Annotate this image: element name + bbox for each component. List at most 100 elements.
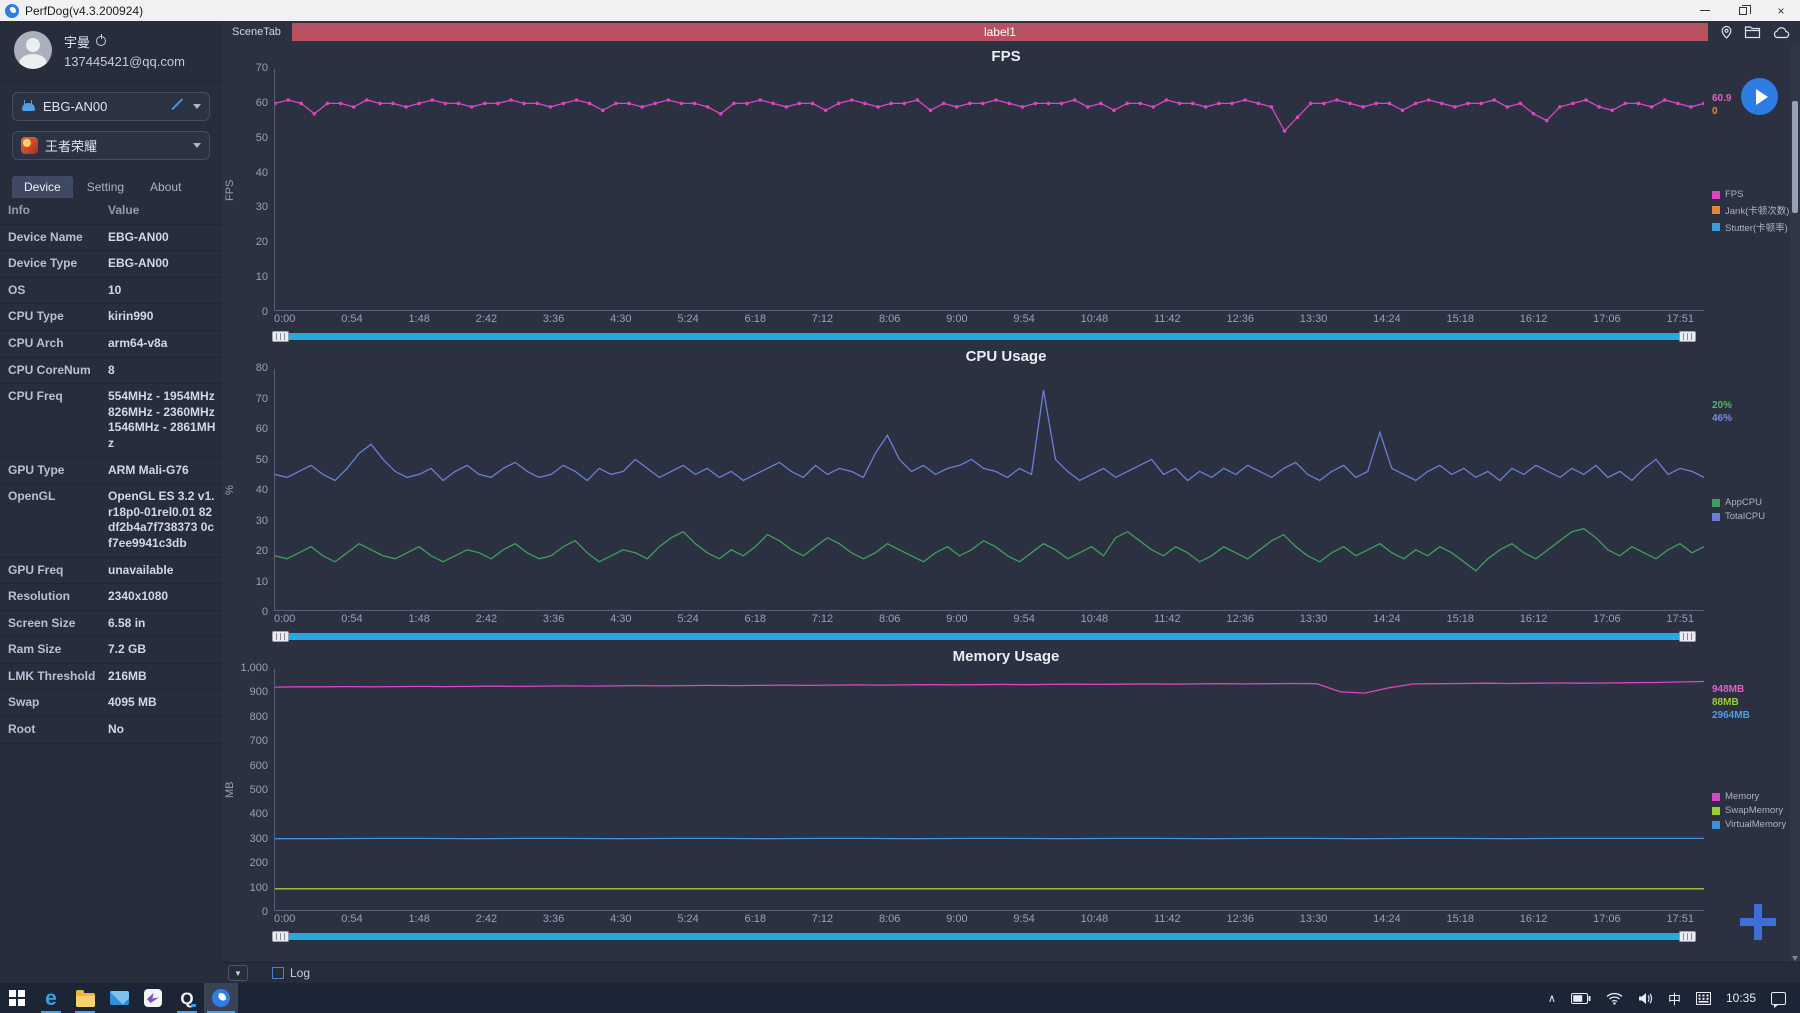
taskbar-perfdog[interactable] [204,983,238,1013]
series-current-value: 2964MB [1712,710,1750,721]
close-button[interactable]: × [1762,0,1800,21]
info-cell: Device Type [8,256,78,271]
taskbar-explorer[interactable] [68,983,102,1013]
time-range-slider[interactable] [272,930,1696,943]
taskbar-edge[interactable]: e [34,983,68,1013]
tab-setting[interactable]: Setting [86,180,125,194]
table-row: CPU Freq 554MHz - 1954MHz 826MHz - 2360MH… [0,384,222,458]
current-values: 948MB 88MB 2964MB [1712,684,1750,721]
slider-handle-right[interactable] [1679,631,1696,642]
y-axis-ticks: 70 60 50 40 30 20 10 0 [238,62,274,318]
value-cell: 2340x1080 [108,589,169,604]
series-appcpu [275,527,1704,572]
tray-expand-icon[interactable]: ∧ [1547,992,1556,1005]
x-tick-label: 9:00 [946,313,968,325]
clock[interactable]: 10:35 [1725,991,1756,1005]
info-cell: Device Name [8,229,83,244]
titlebar: PerfDog(v4.3.200924) × [0,0,1800,21]
info-cell: CPU Arch [8,335,64,350]
minimize-button[interactable] [1686,0,1724,21]
wifi-icon[interactable] [1606,992,1623,1005]
slider-handle-left[interactable] [272,331,289,342]
log-toggle[interactable]: Log [272,966,310,980]
logout-icon[interactable] [96,34,107,46]
x-tick-label: 17:06 [1593,913,1621,925]
touch-keyboard-icon[interactable] [1695,991,1711,1005]
speaker-icon[interactable] [1638,992,1653,1005]
slider-handle-left[interactable] [272,931,289,942]
log-bar: ▼ Log [222,962,1800,983]
start-button[interactable] [0,983,34,1013]
vertical-scrollbar[interactable] [1790,45,1800,964]
table-row: Device Type EBG-AN00 [0,251,222,278]
value-cell: 216MB [108,668,147,683]
chart-title: Memory Usage [952,648,1060,665]
tab-about[interactable]: About [150,180,182,194]
slider-handle-left[interactable] [272,631,289,642]
cpu-plot[interactable] [274,369,1704,611]
slider-track[interactable] [274,933,1694,940]
x-axis-ticks: 0:00 0:54 1:48 2:42 3:36 4:30 5:24 6:18 7:12 8:06… [274,913,1694,928]
y-tick-label: 300 [249,832,268,845]
restore-button[interactable] [1724,0,1762,21]
y-tick-label: 60 [255,96,268,109]
x-tick-label: 17:51 [1666,313,1694,325]
battery-icon[interactable] [1570,992,1591,1004]
cpu-usage-svg [275,389,1704,572]
legend-item: Jank(卡顿次数) [1712,203,1789,217]
taskbar-mail[interactable] [102,983,136,1013]
add-chart-button[interactable] [1740,904,1776,940]
scene-label-bar[interactable]: label1 [291,23,1708,41]
slider-track[interactable] [274,633,1694,640]
y-tick-label: 10 [255,575,268,588]
log-checkbox[interactable] [272,967,284,979]
taskbar-foxmail[interactable] [136,983,170,1013]
y-tick-label: 10 [255,271,268,284]
x-tick-label: 7:12 [811,313,834,325]
ime-indicator[interactable]: 中 [1667,991,1681,1007]
folder-icon[interactable] [1744,25,1761,39]
taskbar: e Q ∧ 中 [0,983,1800,1013]
y-tick-label: 40 [255,484,268,496]
table-row: OS 10 [0,278,222,305]
notification-center-icon[interactable] [1771,991,1786,1008]
x-tick-label: 6:18 [744,613,766,625]
chevron-down-icon [193,104,201,109]
app-selector[interactable]: 王者荣耀 [12,131,210,160]
window-title: PerfDog(v4.3.200924) [25,3,144,18]
cloud-icon[interactable] [1772,26,1790,39]
slider-track[interactable] [274,333,1694,340]
info-cell: Swap [8,695,40,710]
tab-device[interactable]: Device [12,176,73,198]
scrollbar-thumb[interactable] [1792,101,1798,213]
slider-handle-right[interactable] [1679,931,1696,942]
device-selector[interactable]: EBG-AN00 [12,92,210,121]
value-cell: arm64-v8a [108,335,168,350]
scrollbar-down-icon[interactable] [1792,956,1798,961]
fps-svg [275,98,1704,133]
x-tick-label: 9:54 [1013,613,1035,625]
legend-swatch [1712,190,1720,199]
edge-icon: e [45,986,57,1010]
legend: FPS Jank(卡顿次数) Stutter(卡顿率) [1712,189,1789,234]
collapse-panel-button[interactable]: ▼ [228,965,248,981]
x-tick-label: 12:36 [1226,613,1254,625]
cpu-chart: CPU Usage % 80 70 60 50 40 30 20 10 0 20% 46% App… [222,345,1790,643]
memory-plot[interactable] [274,669,1704,911]
play-button[interactable] [1741,78,1778,115]
taskbar-browser[interactable]: Q [170,983,204,1013]
time-range-slider[interactable] [272,330,1696,343]
x-tick-label: 14:24 [1373,613,1401,625]
y-axis-ticks: 1,000 900 800 700 600 500 400 300 200 100 0 [238,662,274,918]
time-range-slider[interactable] [272,630,1696,643]
y-tick-label: 70 [255,392,268,405]
triangle-down-icon: ▼ [234,968,242,978]
slider-handle-right[interactable] [1679,331,1696,342]
y-tick-label: 40 [255,166,268,179]
table-row: GPU Type ARM Mali-G76 [0,458,222,485]
edit-device-icon[interactable] [171,100,185,114]
fps-plot[interactable] [274,69,1704,311]
location-pin-icon[interactable] [1719,25,1734,40]
y-axis-label: MB [224,781,236,799]
